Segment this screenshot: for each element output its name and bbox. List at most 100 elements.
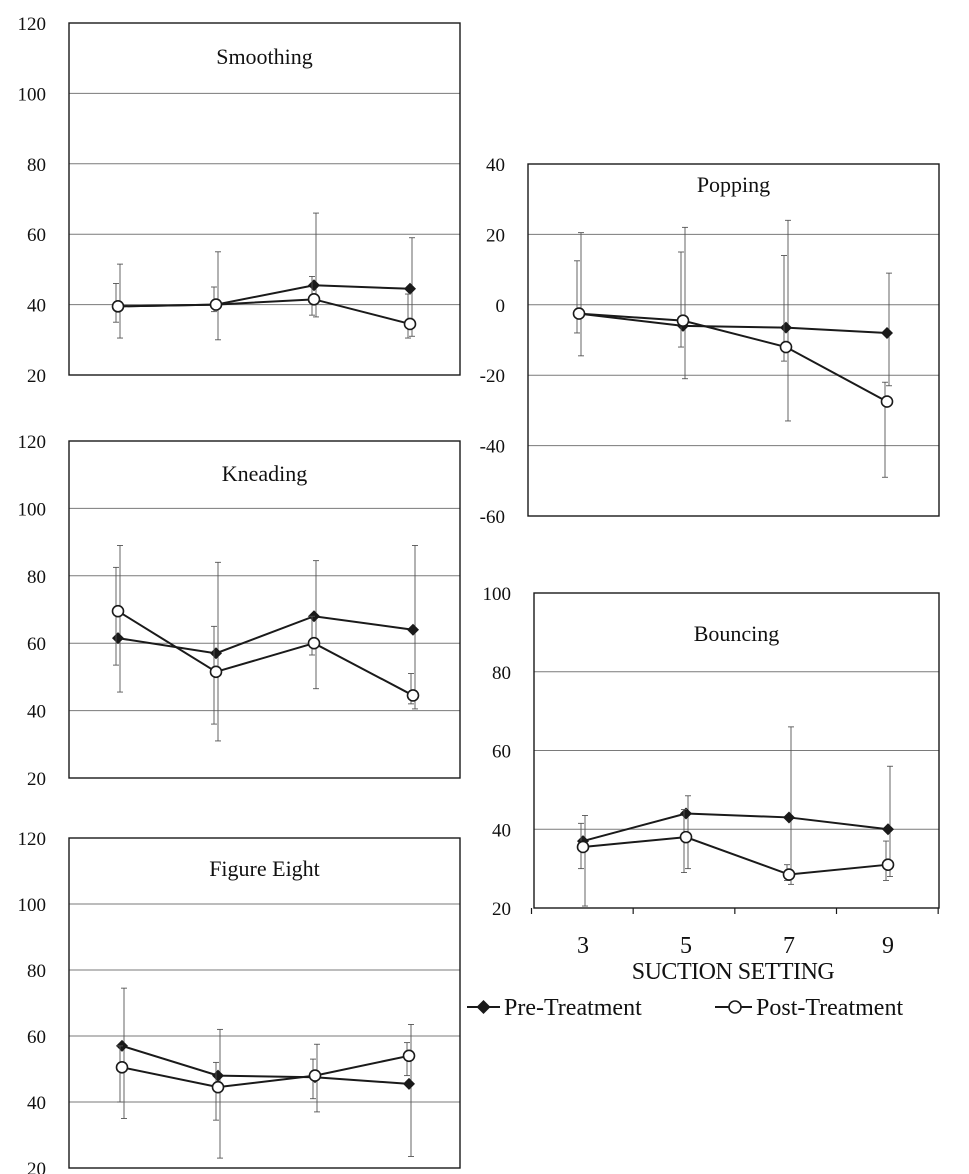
data-point	[111, 300, 125, 313]
y-tick-label: 80	[27, 567, 46, 588]
data-point	[308, 279, 320, 292]
series-line	[117, 615, 414, 655]
panel-smoothing: 20 40 60 80 100 120 Smoothing	[18, 14, 461, 387]
x-axis-label: SUCTION SETTING	[632, 959, 835, 985]
x-tick-label: 9	[882, 933, 894, 959]
y-tick-label: 80	[27, 961, 46, 982]
legend: Pre-Treatment Post-Treatment	[467, 995, 903, 1021]
y-tick-label: 40	[27, 296, 46, 317]
y-tick-label: -60	[480, 507, 505, 528]
data-point	[676, 314, 690, 327]
y-tick-label: 120	[18, 432, 47, 453]
y-tick-label: 100	[18, 84, 47, 105]
data-point	[782, 868, 796, 881]
y-tick-label: 120	[18, 829, 47, 850]
panel-title: Figure Eight	[209, 856, 320, 881]
filled-diamond-marker-icon	[476, 1000, 491, 1014]
panel-figure-eight: 20 40 60 80 100 120 Figure Eight	[18, 829, 461, 1174]
y-tick-label: 60	[27, 634, 46, 655]
data-point	[881, 326, 893, 339]
x-tick-label: 5	[680, 933, 692, 959]
plot-frame	[527, 163, 940, 517]
panel-title: Kneading	[222, 461, 308, 486]
panel-bouncing: 20 40 60 80 100 Bouncing 3 5 7 9	[483, 584, 940, 959]
data-point	[402, 1049, 416, 1063]
data-point	[211, 1080, 225, 1094]
legend-label-post: Post-Treatment	[756, 995, 903, 1021]
data-point	[576, 840, 590, 854]
y-tick-label: 20	[492, 899, 511, 920]
series-post-treatment	[576, 809, 895, 881]
data-point	[882, 823, 894, 836]
y-tick-label: 80	[492, 663, 511, 684]
legend-item-post-treatment: Post-Treatment	[715, 995, 903, 1021]
legend-item-pre-treatment: Pre-Treatment	[467, 995, 642, 1021]
data-point	[403, 1077, 415, 1090]
series-line	[582, 812, 889, 843]
series-pre-treatment	[573, 219, 893, 422]
panel-kneading: 20 40 60 80 100 120 Kneading	[18, 432, 461, 790]
data-point	[406, 689, 420, 702]
data-point	[307, 293, 321, 306]
data-point	[880, 395, 894, 408]
data-point	[403, 317, 417, 331]
y-tick-label: 40	[27, 702, 46, 723]
series-pre-treatment	[112, 545, 419, 742]
y-tick-label: 60	[27, 1027, 46, 1048]
series-line	[578, 312, 888, 403]
y-tick-label: 120	[18, 14, 47, 35]
y-tick-label: 20	[27, 366, 46, 387]
open-circle-marker-icon	[728, 1000, 742, 1014]
panel-title: Bouncing	[694, 621, 780, 646]
series-line	[117, 284, 411, 308]
data-point	[680, 807, 692, 820]
y-tick-label: 100	[18, 895, 47, 916]
data-point	[679, 830, 693, 844]
series-line	[117, 298, 411, 325]
data-point	[212, 1069, 224, 1082]
x-tick-label: 7	[783, 933, 795, 959]
series-line	[578, 312, 888, 334]
y-tick-label: 40	[486, 155, 505, 176]
series-line	[582, 836, 889, 876]
series-pre-treatment	[577, 726, 894, 907]
y-tick-label: -40	[480, 437, 505, 458]
panel-popping: -60 -40 -20 0 20 40 Popping	[480, 155, 940, 528]
plot-frame	[68, 440, 461, 779]
series-line	[121, 1054, 410, 1089]
y-tick-label: 20	[27, 1159, 46, 1174]
y-tick-label: 100	[483, 584, 512, 605]
data-point	[111, 604, 125, 618]
series-line	[117, 610, 414, 697]
y-tick-label: -20	[480, 366, 505, 387]
data-point	[209, 665, 223, 679]
y-tick-label: 20	[27, 769, 46, 790]
data-point	[115, 1061, 129, 1074]
panel-title: Smoothing	[216, 44, 313, 69]
x-tick-label: 3	[577, 933, 589, 959]
series-line	[121, 1044, 410, 1085]
y-tick-label: 40	[492, 820, 511, 841]
y-tick-label: 100	[18, 499, 47, 520]
y-tick-label: 60	[27, 225, 46, 246]
data-point	[779, 340, 793, 354]
y-tick-label: 0	[496, 296, 506, 317]
data-point	[407, 623, 419, 636]
data-point	[308, 1069, 322, 1082]
data-point	[112, 632, 124, 645]
series-post-treatment	[115, 1042, 416, 1121]
series-post-treatment	[572, 251, 894, 478]
plot-frame	[68, 837, 461, 1169]
data-point	[404, 282, 416, 295]
data-point	[881, 858, 895, 871]
y-tick-label: 20	[486, 225, 505, 246]
data-point	[783, 811, 795, 824]
data-point	[307, 636, 321, 650]
series-pre-treatment	[116, 987, 415, 1159]
y-tick-label: 60	[492, 742, 511, 763]
panel-title: Popping	[697, 172, 770, 197]
legend-label-pre: Pre-Treatment	[504, 995, 642, 1021]
data-point	[780, 321, 792, 334]
series-post-treatment	[111, 275, 417, 339]
